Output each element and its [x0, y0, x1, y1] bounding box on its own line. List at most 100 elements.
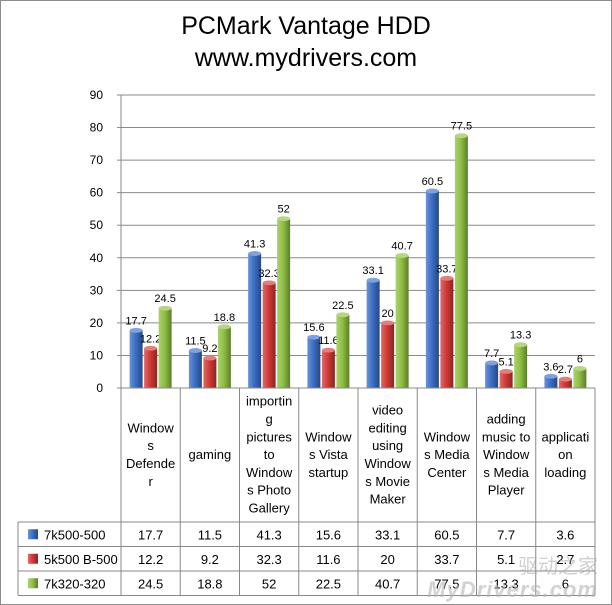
bar	[217, 326, 231, 388]
chart-title: PCMark Vantage HDD	[181, 12, 431, 40]
category-label-line: gaming	[189, 447, 232, 462]
table-value: 20	[380, 552, 394, 567]
data-label: 20	[382, 308, 394, 320]
category-label-line: Player	[488, 483, 526, 498]
category-label: Window s Vista startup	[305, 429, 352, 480]
bar	[558, 379, 572, 388]
table-value: 77.5	[434, 576, 459, 591]
y-tick-label: 50	[90, 218, 104, 232]
data-label: 41.3	[244, 239, 265, 251]
category-label-line: Defende	[126, 456, 175, 471]
bar	[336, 314, 350, 388]
data-label: 12.2	[140, 333, 161, 345]
legend-label: 7k500-500	[44, 527, 105, 542]
bar	[188, 350, 202, 388]
category-label-line: editing	[368, 420, 406, 435]
legend-swatch	[28, 553, 38, 564]
y-tick-label: 40	[90, 251, 104, 265]
bar	[544, 376, 558, 388]
category-label-line: video	[372, 403, 403, 418]
bar-cap	[144, 345, 158, 351]
table-value: 7.7	[497, 527, 515, 542]
bar-cap	[129, 327, 143, 333]
category-label-line: pictures	[246, 429, 292, 444]
y-tick-label: 60	[90, 186, 104, 200]
bar-cap	[425, 188, 439, 194]
bar-cap	[514, 342, 528, 348]
category-label: Window s Defende r	[126, 420, 175, 488]
bar	[440, 278, 454, 388]
category-label-line: Window	[483, 447, 530, 462]
table-value: 13.3	[493, 576, 518, 591]
legend-swatch	[28, 529, 38, 540]
category-label-line: loading	[544, 465, 586, 480]
data-label: 7.7	[484, 348, 499, 360]
y-tick-label: 90	[90, 88, 104, 102]
y-tick-label: 70	[90, 153, 104, 167]
bar	[129, 330, 143, 388]
bar-cap	[485, 360, 499, 366]
bar-cap	[248, 251, 262, 256]
category-label-line: Window	[365, 456, 412, 471]
bar-cap	[158, 305, 172, 311]
category-label-line: Maker	[370, 492, 407, 507]
bar	[499, 371, 513, 388]
data-label: 32.3	[258, 268, 279, 280]
bar	[248, 253, 262, 388]
category-label-line: importin	[246, 394, 292, 409]
table-value: 52	[262, 576, 276, 591]
category-label-line: Window	[246, 465, 293, 480]
bar	[277, 218, 291, 388]
table-value: 15.6	[316, 527, 341, 542]
bar	[485, 362, 499, 388]
table-value: 11.6	[316, 552, 340, 567]
bar-cap	[188, 348, 202, 353]
category-label: applicati on loading	[542, 429, 590, 480]
bar-cap	[217, 324, 231, 330]
category-label: gaming	[189, 447, 232, 462]
category-label-line: using	[372, 438, 403, 453]
category-label: video editing using Window s Movie Maker	[365, 403, 412, 507]
table-value: 18.8	[197, 576, 222, 591]
bar-cap	[321, 347, 335, 353]
table-value: 11.5	[198, 527, 222, 542]
watermark-cn: 驱动之家	[518, 554, 598, 578]
data-label: 9.2	[202, 343, 217, 355]
category-label: adding music to Window s Media Player	[482, 412, 530, 498]
bar	[307, 337, 321, 388]
bar-cap	[203, 355, 217, 361]
bar	[425, 191, 439, 388]
category-label-line: to	[264, 447, 275, 462]
category-label-line: Window	[128, 420, 175, 435]
data-label: 13.3	[510, 330, 531, 342]
data-label: 3.6	[543, 361, 558, 373]
bar-cap	[395, 253, 409, 258]
category-label-line: s Media	[424, 447, 470, 462]
category-label-line: s Movie	[365, 474, 410, 489]
category-label-line: r	[148, 474, 153, 489]
category-label-line: Center	[427, 465, 467, 480]
table-value: 60.5	[434, 527, 459, 542]
data-label: 33.7	[436, 263, 457, 275]
table-value: 40.7	[375, 576, 400, 591]
data-label: 60.5	[422, 176, 443, 188]
category-label-line: on	[558, 447, 572, 462]
category-label-line: s Vista	[309, 447, 349, 462]
bar-cap	[336, 312, 350, 318]
category-label-line: g	[266, 412, 273, 427]
bar-cap	[573, 366, 587, 371]
bar	[203, 358, 217, 388]
table-value: 41.3	[256, 527, 281, 542]
data-label: 77.5	[451, 121, 472, 133]
bar	[395, 255, 409, 388]
category-label: Window s Media Center	[424, 429, 471, 480]
watermark: MyDrivers.com	[427, 577, 598, 602]
data-label: 5.1	[498, 356, 513, 368]
bar	[573, 368, 587, 388]
data-label: 17.7	[125, 315, 146, 327]
data-label: 6	[577, 353, 583, 365]
bar	[381, 322, 395, 388]
legend-label: 5k500 B-500	[44, 552, 118, 567]
category-label-line: Window	[424, 429, 471, 444]
